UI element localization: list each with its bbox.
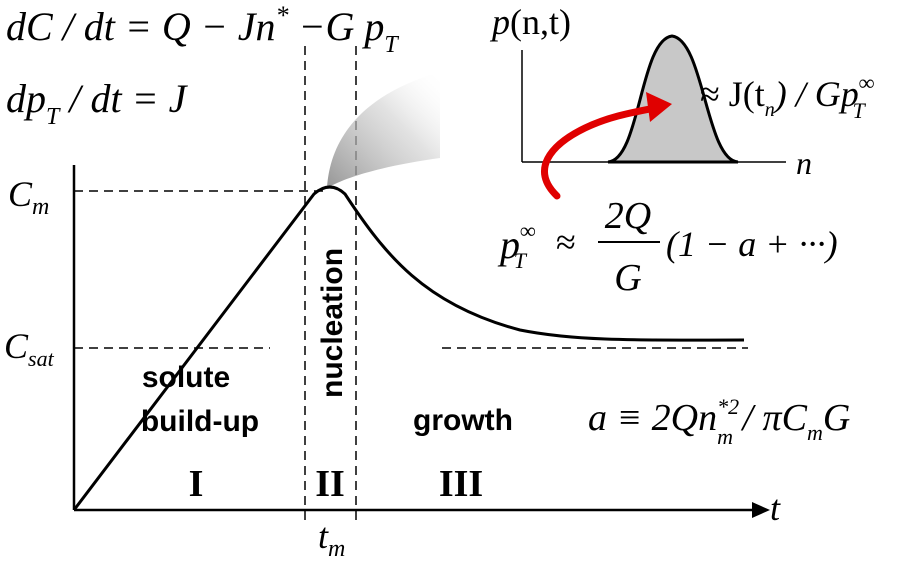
equation-dc-dt: dC / dt = Q − Jn* −G pT (6, 1, 399, 58)
roman-numeral-2: II (315, 463, 345, 505)
pt-formula-tail: (1 − a + ···) (666, 224, 838, 264)
inset-title: p(n,t) (489, 2, 571, 42)
x-axis-label: t (770, 488, 781, 528)
region-solute-label: solute (142, 361, 230, 394)
pt-fraction-denominator: G (614, 257, 641, 299)
roman-numeral-1: I (189, 463, 204, 505)
tm-label: tm (318, 516, 345, 562)
roman-numeral-3: III (439, 463, 483, 505)
equation-dpt-dt: dpT / dt = J (6, 76, 189, 130)
red-arrow (541, 104, 659, 200)
pt-infinity-symbol: p∞ T (497, 218, 536, 273)
concentration-curve (72, 185, 745, 511)
inset-distribution-fill (607, 34, 739, 164)
a-definition-formula: a ≡ 2Qn*2 m / πCmG (588, 394, 850, 449)
inset-x-label: n (796, 145, 812, 181)
region-growth-label: growth (413, 404, 513, 437)
red-arrowhead (646, 92, 672, 122)
cm-label: Cm (8, 174, 49, 220)
csat-label: Csat (4, 326, 55, 371)
inset-peak-formula: ≈ J(tn) / Gp∞ T (700, 70, 875, 123)
nucleation-burst-fan (327, 72, 440, 188)
region-buildup-label: build-up (141, 405, 259, 438)
region-nucleation-label: nucleation (316, 248, 349, 398)
pt-fraction-numerator: 2Q (605, 195, 651, 237)
x-axis-arrowhead (752, 502, 770, 518)
pt-approx-sign: ≈ (556, 222, 576, 262)
